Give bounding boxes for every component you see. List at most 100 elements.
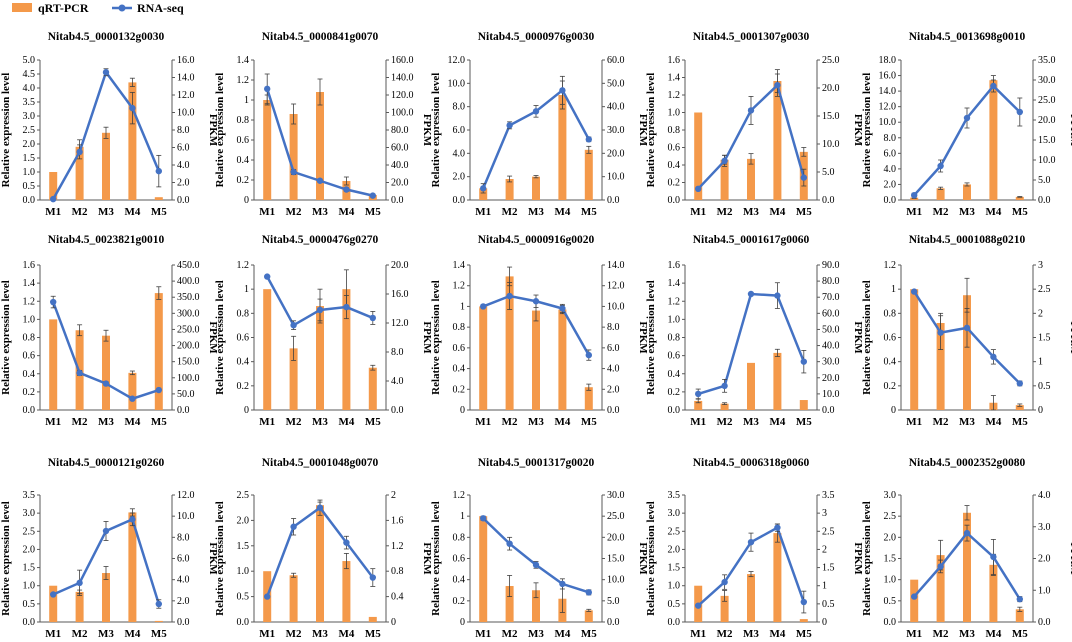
bar [342,289,351,410]
bar [532,310,540,410]
right-tick-label: 80.0 [391,125,409,136]
left-tick-label: 1.4 [668,73,681,84]
left-tick-label: 0.5 [668,599,681,610]
bar [102,573,110,622]
bar [505,586,514,622]
series-point [102,527,110,535]
x-tick-label: M1 [475,206,491,218]
bar [1015,609,1024,622]
series-point [963,324,971,332]
series-point [532,298,540,305]
series-point [747,107,755,114]
x-tick-label: M2 [72,206,88,218]
left-tick-label: 0 [460,617,465,628]
bar [154,197,163,200]
right-tick-label: 1.5 [822,563,835,574]
left-tick-label: 16.0 [879,71,897,82]
bar [289,114,298,200]
bar [910,289,919,410]
left-tick-label: 0.2 [237,381,250,392]
right-axis-label: FPKM [852,321,864,354]
right-tick-label: 20.0 [391,260,409,271]
x-tick-label: M1 [259,628,275,640]
right-tick-label: 25.0 [1038,95,1056,106]
left-tick-label: 2.5 [668,526,681,537]
right-tick-label: 0.0 [391,195,404,206]
right-tick-label: 30.0 [607,490,625,501]
right-tick-label: 50.0 [177,389,195,400]
right-tick-label: 3.5 [822,490,835,501]
series-point [911,288,918,295]
left-tick-label: 4.0 [884,164,897,175]
legend-bar-label: qRT-PCR [38,1,89,15]
left-tick-label: 3.5 [23,97,36,108]
x-tick-label: M3 [528,416,544,428]
chart-panel: Nitab4.5_0000132g0030 0.0 0.5 1.0 1.5 2.0 2.5 3… [0,31,219,218]
right-tick-label: 35.0 [1038,55,1056,66]
chart-panel: Nitab4.5_0001088g0210 0 0.2 0.4 0.6 0.8 1 1.2 0 0… [861,234,1072,428]
bar [799,619,808,622]
right-tick-label: 3 [822,508,827,519]
series-point [129,395,136,402]
left-tick-label: 1 [891,284,896,295]
left-tick-label: 1.6 [23,260,36,271]
bar [49,585,58,622]
right-tick-label: 40.0 [822,341,840,352]
series-point [506,122,513,129]
series-point [506,292,513,300]
x-tick-label: M4 [769,206,785,218]
bar [289,575,298,622]
right-tick-label: 0.5 [1038,381,1051,392]
x-tick-label: M2 [286,416,302,428]
legend-bar-swatch [12,3,32,12]
series-point [290,168,297,176]
bar [773,352,782,410]
series-line [913,84,1021,197]
series-point [695,602,702,609]
series-point [559,87,566,94]
left-tick-label: 6.0 [884,148,897,159]
right-tick-label: 40.0 [607,102,625,113]
series-point [506,540,513,547]
x-tick-label: M2 [72,416,88,428]
x-tick-label: M5 [365,416,381,428]
right-tick-label: 140.0 [391,73,414,84]
x-tick-label: M2 [286,628,302,640]
right-tick-label: 160.0 [391,55,414,66]
right-tick-label: 20.0 [822,373,840,384]
right-tick-label: 0.8 [391,566,404,577]
bar [289,348,298,410]
bar [963,295,971,410]
bar [910,579,919,622]
x-tick-label: M5 [796,628,812,640]
bar [558,95,567,200]
left-tick-label: 1.2 [453,281,466,292]
x-tick-label: M1 [45,206,61,218]
x-tick-label: M2 [717,416,733,428]
bar [102,132,110,200]
right-tick-label: 2 [1038,308,1043,319]
series-point [721,157,728,164]
right-tick-label: 0.0 [177,195,190,206]
series-point [937,329,944,336]
left-tick-label: 2.5 [237,490,250,501]
right-tick-label: 5.0 [1038,175,1051,186]
x-tick-label: M4 [554,628,570,640]
bar [989,564,998,622]
bar [263,289,272,410]
series-point [990,353,997,361]
left-tick-label: 0.6 [668,143,681,154]
left-tick-label: 12.0 [448,55,466,66]
series-point [343,303,350,311]
left-tick-label: 0.0 [453,195,466,206]
left-tick-label: 0.8 [237,115,250,126]
left-axis-label: Relative expression level [645,73,657,188]
x-tick-label: M5 [1012,416,1028,428]
left-tick-label: 3.0 [23,508,36,519]
right-axis-label: FPKM [852,114,864,147]
right-tick-label: 4.0 [607,364,620,375]
series-point [343,186,350,193]
right-tick-label: 4.0 [177,160,190,171]
x-tick-label: M3 [743,206,759,218]
